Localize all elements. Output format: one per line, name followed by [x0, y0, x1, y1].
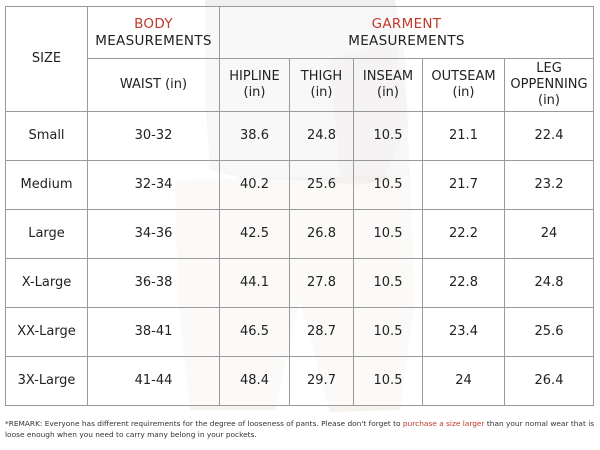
- body-header-subtitle: MEASUREMENTS: [95, 32, 212, 49]
- hipline-cell: 48.4: [219, 356, 290, 406]
- hipline-header-unit: (in): [243, 85, 266, 100]
- remark-text-end: than your nomal wear that is loose enoug…: [5, 419, 595, 439]
- thigh-header-unit: (in): [310, 85, 333, 100]
- leg-opening-cell: 26.4: [504, 356, 594, 406]
- leg-opening-header-unit: (in): [538, 93, 560, 109]
- header-columns-row: WAIST (in) HIPLINE (in) THIGH (in) INSEA…: [6, 58, 594, 112]
- outseam-header-unit: (in): [452, 85, 475, 100]
- thigh-cell: 26.8: [289, 209, 354, 259]
- size-chart-table: SIZE BODY MEASUREMENTS GARMENT MEASUREME…: [5, 6, 594, 406]
- size-cell: X-Large: [5, 258, 88, 308]
- hipline-cell: 40.2: [219, 160, 290, 210]
- inseam-header-unit: (in): [377, 85, 399, 100]
- thigh-column-header: THIGH (in): [289, 58, 354, 112]
- remark-note: *REMARK: Everyone has different requirem…: [5, 418, 595, 440]
- size-header-label: SIZE: [31, 50, 62, 66]
- inseam-cell: 10.5: [353, 160, 423, 210]
- waist-header-label: WAIST (in): [119, 76, 188, 92]
- leg-opening-cell: 22.4: [504, 111, 594, 161]
- garment-header-title: GARMENT: [371, 15, 442, 32]
- inseam-cell: 10.5: [353, 356, 423, 406]
- table-row: Medium 32-34 40.2 25.6 10.5 21.7 23.2: [5, 160, 594, 210]
- inseam-column-header: INSEAM (in): [353, 58, 423, 112]
- outseam-cell: 24: [422, 356, 505, 406]
- thigh-cell: 29.7: [289, 356, 354, 406]
- waist-cell: 32-34: [87, 160, 220, 210]
- outseam-cell: 22.8: [422, 258, 505, 308]
- outseam-column-header: OUTSEAM (in): [422, 58, 505, 112]
- outseam-cell: 21.1: [422, 111, 505, 161]
- outseam-cell: 23.4: [422, 307, 505, 357]
- thigh-cell: 25.6: [289, 160, 354, 210]
- inseam-cell: 10.5: [353, 111, 423, 161]
- size-cell: XX-Large: [5, 307, 88, 357]
- outseam-cell: 21.7: [422, 160, 505, 210]
- leg-opening-header-line2: OPPENNING: [510, 76, 588, 92]
- body-measurements-header: BODY MEASUREMENTS: [87, 6, 220, 59]
- hipline-cell: 44.1: [219, 258, 290, 308]
- leg-opening-cell: 24: [504, 209, 594, 259]
- hipline-header-label: HIPLINE: [229, 68, 280, 84]
- hipline-cell: 38.6: [219, 111, 290, 161]
- garment-measurements-header: GARMENT MEASUREMENTS: [219, 6, 594, 59]
- remark-text-start: *REMARK: Everyone has different requirem…: [5, 419, 403, 428]
- remark-highlight: purchase a size larger: [402, 419, 485, 428]
- thigh-cell: 28.7: [289, 307, 354, 357]
- hipline-cell: 42.5: [219, 209, 290, 259]
- garment-header-subtitle: MEASUREMENTS: [348, 32, 465, 49]
- leg-opening-cell: 25.6: [504, 307, 594, 357]
- inseam-cell: 10.5: [353, 258, 423, 308]
- waist-cell: 36-38: [87, 258, 220, 308]
- waist-cell: 34-36: [87, 209, 220, 259]
- inseam-cell: 10.5: [353, 307, 423, 357]
- size-cell: Medium: [5, 160, 88, 210]
- waist-cell: 30-32: [87, 111, 220, 161]
- header-group-row: SIZE BODY MEASUREMENTS GARMENT MEASUREME…: [5, 6, 594, 112]
- table-row: XX-Large 38-41 46.5 28.7 10.5 23.4 25.6: [5, 307, 594, 357]
- thigh-cell: 24.8: [289, 111, 354, 161]
- table-row: X-Large 36-38 44.1 27.8 10.5 22.8 24.8: [5, 258, 594, 308]
- thigh-header-label: THIGH: [300, 68, 343, 84]
- size-column-header: SIZE: [5, 6, 88, 112]
- hipline-cell: 46.5: [219, 307, 290, 357]
- inseam-cell: 10.5: [353, 209, 423, 259]
- leg-opening-cell: 23.2: [504, 160, 594, 210]
- inseam-header-label: INSEAM: [362, 68, 414, 84]
- table-row: 3X-Large 41-44 48.4 29.7 10.5 24 26.4: [5, 356, 594, 406]
- body-header-title: BODY: [134, 15, 173, 32]
- size-cell: Large: [5, 209, 88, 259]
- waist-cell: 41-44: [87, 356, 220, 406]
- table-row: Large 34-36 42.5 26.8 10.5 22.2 24: [5, 209, 594, 259]
- outseam-header-label: OUTSEAM: [431, 68, 496, 84]
- size-cell: Small: [5, 111, 88, 161]
- leg-opening-column-header: LEG OPPENNING (in): [504, 58, 594, 112]
- hipline-column-header: HIPLINE (in): [219, 58, 290, 112]
- leg-opening-cell: 24.8: [504, 258, 594, 308]
- leg-opening-header-line1: LEG: [536, 60, 562, 76]
- waist-column-header: WAIST (in): [87, 58, 220, 112]
- table-row: Small 30-32 38.6 24.8 10.5 21.1 22.4: [5, 111, 594, 161]
- outseam-cell: 22.2: [422, 209, 505, 259]
- waist-cell: 38-41: [87, 307, 220, 357]
- thigh-cell: 27.8: [289, 258, 354, 308]
- size-cell: 3X-Large: [5, 356, 88, 406]
